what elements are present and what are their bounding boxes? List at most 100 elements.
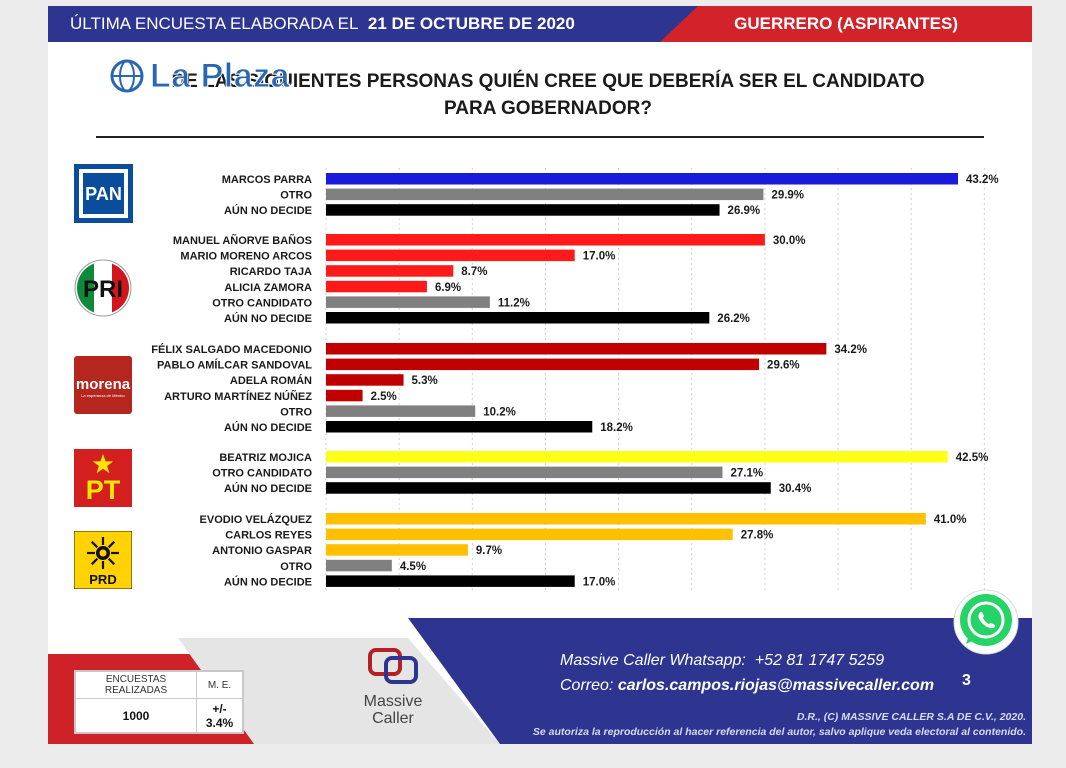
massive-caller-name-1: Massive xyxy=(363,693,423,710)
bar-category-label: ANTONIO GASPAR xyxy=(212,545,312,557)
bar xyxy=(326,513,926,525)
bar-value-label: 17.0% xyxy=(583,251,616,263)
bar xyxy=(326,343,827,355)
bar-value-label: 27.1% xyxy=(730,468,763,480)
bar-value-label: 34.2% xyxy=(834,344,867,356)
pan-logo: PAN xyxy=(74,164,133,223)
bar-chart-svg: MARCOS PARRA 43.2% OTRO 29.9% AÚN NO DECIDE 2… xyxy=(151,168,999,591)
bar-category-label: BEATRIZ MOJICA xyxy=(219,452,312,464)
surveys-header: ENCUESTAS REALIZADAS xyxy=(74,670,198,700)
pt-logo-text: PT xyxy=(86,475,121,505)
bar-value-label: 11.2% xyxy=(498,297,530,309)
morena-logo-text: morena xyxy=(76,376,131,393)
bar-category-label: OTRO xyxy=(280,561,312,573)
bar xyxy=(326,280,427,293)
bar-value-label: 26.9% xyxy=(728,205,761,217)
bar-value-label: 29.9% xyxy=(771,190,804,202)
bar-category-label: ADELA ROMÁN xyxy=(230,374,312,387)
massive-caller-name-2: Caller xyxy=(372,710,414,727)
whatsapp-button[interactable] xyxy=(952,588,1020,656)
email-link[interactable]: carlos.campos.riojas@massivecaller.com xyxy=(617,677,935,694)
globe-icon xyxy=(110,59,144,93)
bar-value-label: 4.5% xyxy=(400,561,426,573)
bar xyxy=(326,544,468,556)
contact-info: Massive Caller Whatsapp: +52 81 1747 525… xyxy=(560,648,934,698)
bar-category-label: ARTURO MARTÍNEZ NÚÑEZ xyxy=(164,390,312,403)
bar-value-label: 26.2% xyxy=(717,313,750,325)
survey-slide: ÚLTIMA ENCUESTA ELABORADA EL 21 DE OCTUB… xyxy=(48,6,1032,744)
legal-line-2: Se autoriza la reproducción al hacer ref… xyxy=(532,726,1026,738)
header-bar: ÚLTIMA ENCUESTA ELABORADA EL 21 DE OCTUB… xyxy=(48,6,1032,42)
bar-category-label: OTRO CANDIDATO xyxy=(212,468,312,480)
header-region: GUERRERO (ASPIRANTES) xyxy=(660,6,1032,42)
bar-category-label: AÚN NO DECIDE xyxy=(224,204,312,217)
survey-info-box: ENCUESTAS REALIZADAS M. E. 1000 +/- 3.4% xyxy=(74,670,244,734)
bar-category-label: MARCOS PARRA xyxy=(222,174,312,186)
bar-category-label: CARLOS REYES xyxy=(225,530,312,542)
bar-value-label: 2.5% xyxy=(371,391,397,403)
morena-logo: morena La esperanza de México xyxy=(74,356,132,414)
bar xyxy=(326,204,720,216)
bar xyxy=(326,466,723,479)
bar-value-label: 6.9% xyxy=(435,282,461,294)
bar-value-label: 18.2% xyxy=(600,422,633,434)
bar-category-label: FÉLIX SALGADO MACEDONIO xyxy=(151,343,312,356)
bar-category-label: RICARDO TAJA xyxy=(230,266,312,278)
bar xyxy=(326,312,710,324)
bar-value-label: 30.0% xyxy=(773,235,806,247)
bar-value-label: 10.2% xyxy=(483,406,516,418)
bar-category-label: MARIO MORENO ARCOS xyxy=(180,251,312,263)
morena-logo-subtext: La esperanza de México xyxy=(81,393,125,398)
la-plaza-watermark: La Plaza xyxy=(110,56,290,96)
bar-value-label: 29.6% xyxy=(767,360,800,372)
pt-logo: PT xyxy=(74,449,132,507)
bar-category-label: OTRO xyxy=(280,190,312,202)
legal-line-1: D.R., (C) MASSIVE CALLER S.A DE C.V., 20… xyxy=(796,711,1026,723)
bar-category-label: AÚN NO DECIDE xyxy=(224,482,312,495)
bar xyxy=(326,358,760,371)
bar-value-label: 9.7% xyxy=(476,545,502,557)
bar xyxy=(326,249,575,262)
bar-value-label: 5.3% xyxy=(412,375,438,387)
pri-logo: PRI xyxy=(74,259,132,317)
header-date: 21 DE OCTUBRE DE 2020 xyxy=(367,14,575,33)
prd-logo-text: PRD xyxy=(89,572,116,587)
la-plaza-logo-text: La Plaza xyxy=(149,56,291,95)
me-value: +/- 3.4% xyxy=(196,698,243,733)
whatsapp-number: +52 81 1747 5259 xyxy=(754,652,885,669)
bar-category-label: OTRO CANDIDATO xyxy=(212,297,312,309)
whatsapp-icon xyxy=(953,589,1019,655)
bar-value-label: 42.5% xyxy=(956,452,989,464)
title-divider xyxy=(96,136,984,138)
bar-category-label: AÚN NO DECIDE xyxy=(224,312,312,325)
bar-category-label: AÚN NO DECIDE xyxy=(224,421,312,434)
bar xyxy=(326,374,404,386)
massive-caller-logo: Massive Caller xyxy=(348,646,438,736)
bar-category-label: AÚN NO DECIDE xyxy=(224,575,312,588)
legal-notice: D.R., (C) MASSIVE CALLER S.A DE C.V., 20… xyxy=(506,710,1026,740)
bar-value-label: 17.0% xyxy=(583,576,616,588)
bar-value-label: 27.8% xyxy=(741,530,774,542)
me-header: M. E. xyxy=(196,670,243,700)
bar-category-label: MANUEL AÑORVE BAÑOS xyxy=(173,234,312,247)
bar xyxy=(326,173,959,185)
bar-value-label: 30.4% xyxy=(779,483,812,495)
bar xyxy=(326,296,490,308)
header-prefix: ÚLTIMA ENCUESTA ELABORADA EL xyxy=(70,14,359,33)
speech-bubbles-icon xyxy=(368,648,418,684)
page-number: 3 xyxy=(962,672,971,689)
header-left: ÚLTIMA ENCUESTA ELABORADA EL 21 DE OCTUB… xyxy=(48,6,698,42)
question-title: DE LAS SIGUIENTES PERSONAS QUIÉN CREE QU… xyxy=(171,71,925,119)
bar-value-label: 43.2% xyxy=(966,174,999,186)
bar xyxy=(326,575,575,587)
bar xyxy=(326,265,454,277)
bar-category-label: PABLO AMÍLCAR SANDOVAL xyxy=(157,359,312,372)
bar xyxy=(326,528,733,541)
star-icon xyxy=(92,454,114,474)
pan-logo-text: PAN xyxy=(85,184,122,204)
email-label: Correo: xyxy=(560,677,614,694)
bar-category-label: ALICIA ZAMORA xyxy=(224,282,312,294)
bar-value-label: 41.0% xyxy=(934,514,967,526)
bar-value-label: 8.7% xyxy=(461,266,487,278)
bar xyxy=(326,559,392,572)
